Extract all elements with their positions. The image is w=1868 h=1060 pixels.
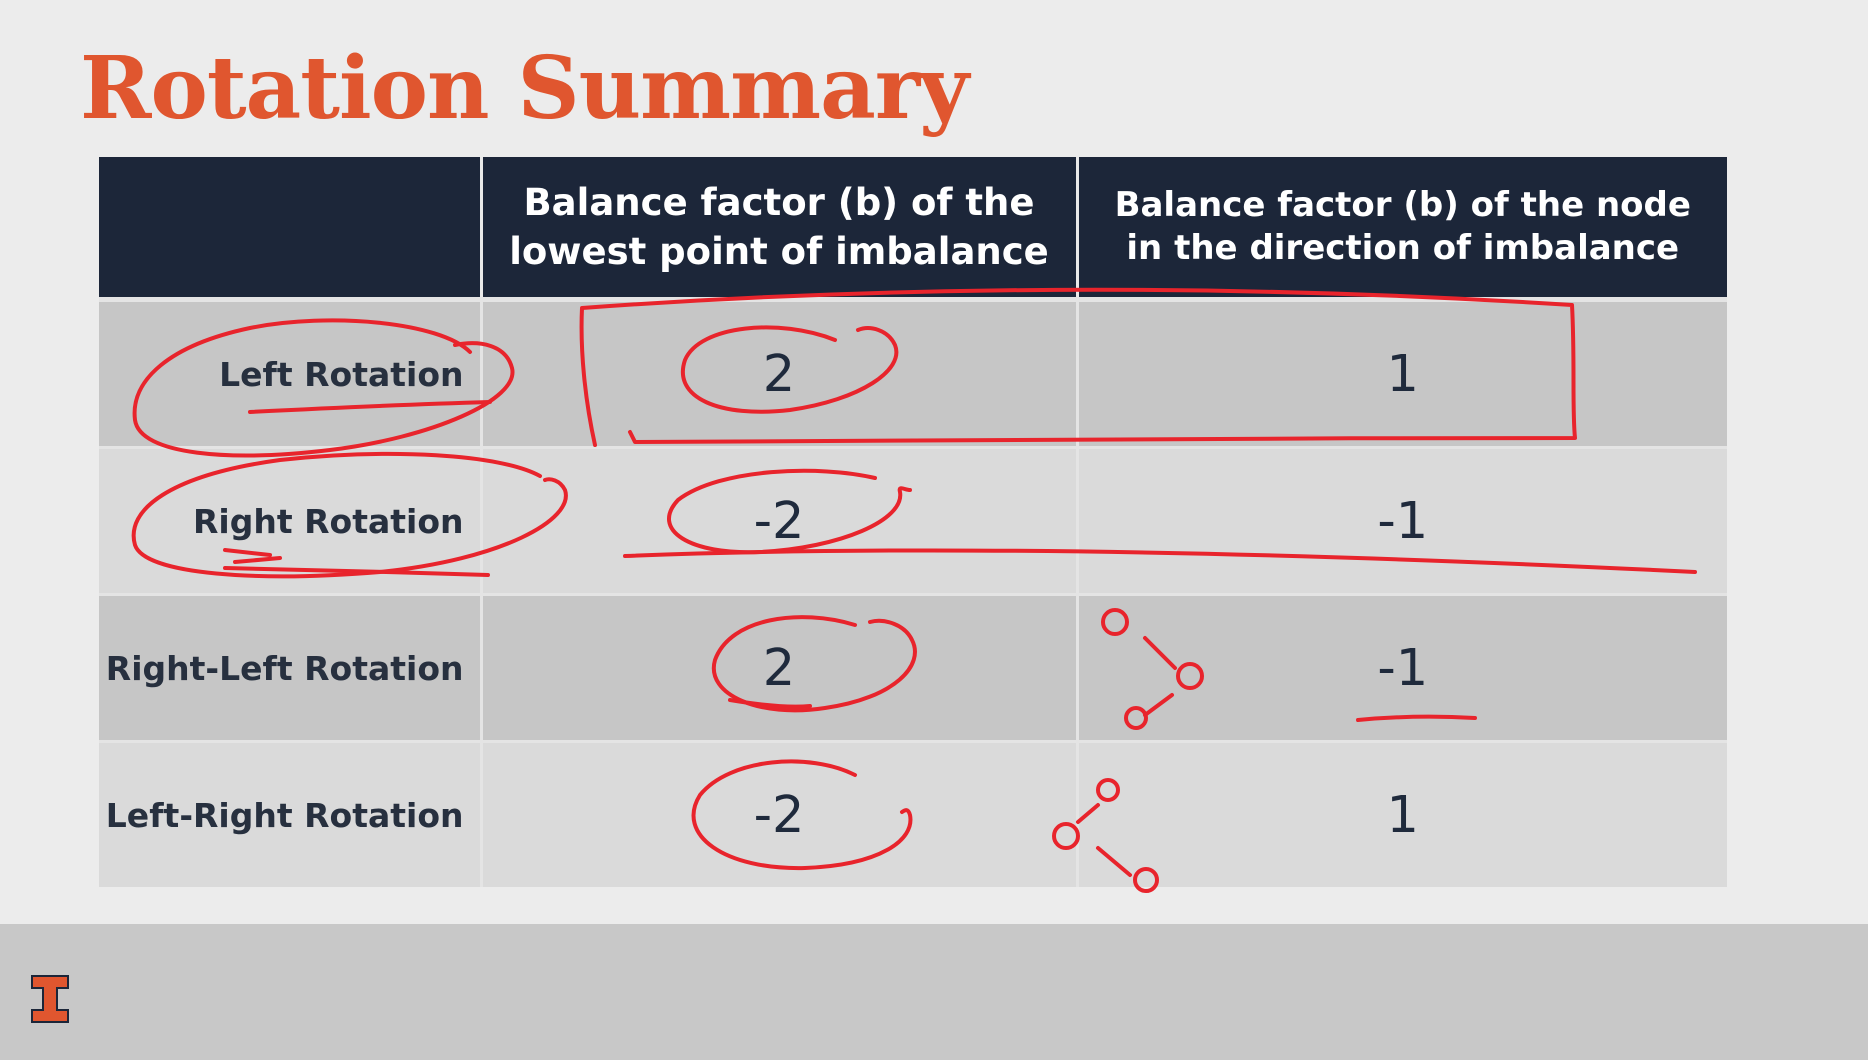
lowest-balance-value: -2 [481,446,1079,595]
table-header-row: Balance factor (b) of the lowest point o… [99,157,1727,300]
rotation-label: Left Rotation [99,297,483,448]
rotation-summary-table: Balance factor (b) of the lowest point o… [99,157,1727,887]
table-row: Left Rotation 2 1 [99,297,1727,448]
header-lowest-point-balance: Balance factor (b) of the lowest point o… [481,157,1079,300]
direction-balance-value: -1 [1077,593,1727,742]
rotation-label: Left-Right Rotation [99,740,483,887]
table-row: Right-Left Rotation 2 -1 [99,593,1727,742]
rotation-label: Right-Left Rotation [99,593,483,742]
header-direction-node-balance: Balance factor (b) of the node in the di… [1077,157,1727,300]
rotation-label: Right Rotation [99,446,483,595]
direction-balance-value: -1 [1077,446,1727,595]
slide-title: Rotation Summary [80,38,969,139]
table-row: Left-Right Rotation -2 1 [99,740,1727,887]
lowest-balance-value: 2 [481,593,1079,742]
slide-footer [0,924,1868,1060]
header-blank [99,157,483,300]
direction-balance-value: 1 [1077,297,1727,448]
lowest-balance-value: 2 [481,297,1079,448]
table-row: Right Rotation -2 -1 [99,446,1727,595]
direction-balance-value: 1 [1077,740,1727,887]
university-block-i-logo-icon [31,975,69,1023]
lowest-balance-value: -2 [481,740,1079,887]
